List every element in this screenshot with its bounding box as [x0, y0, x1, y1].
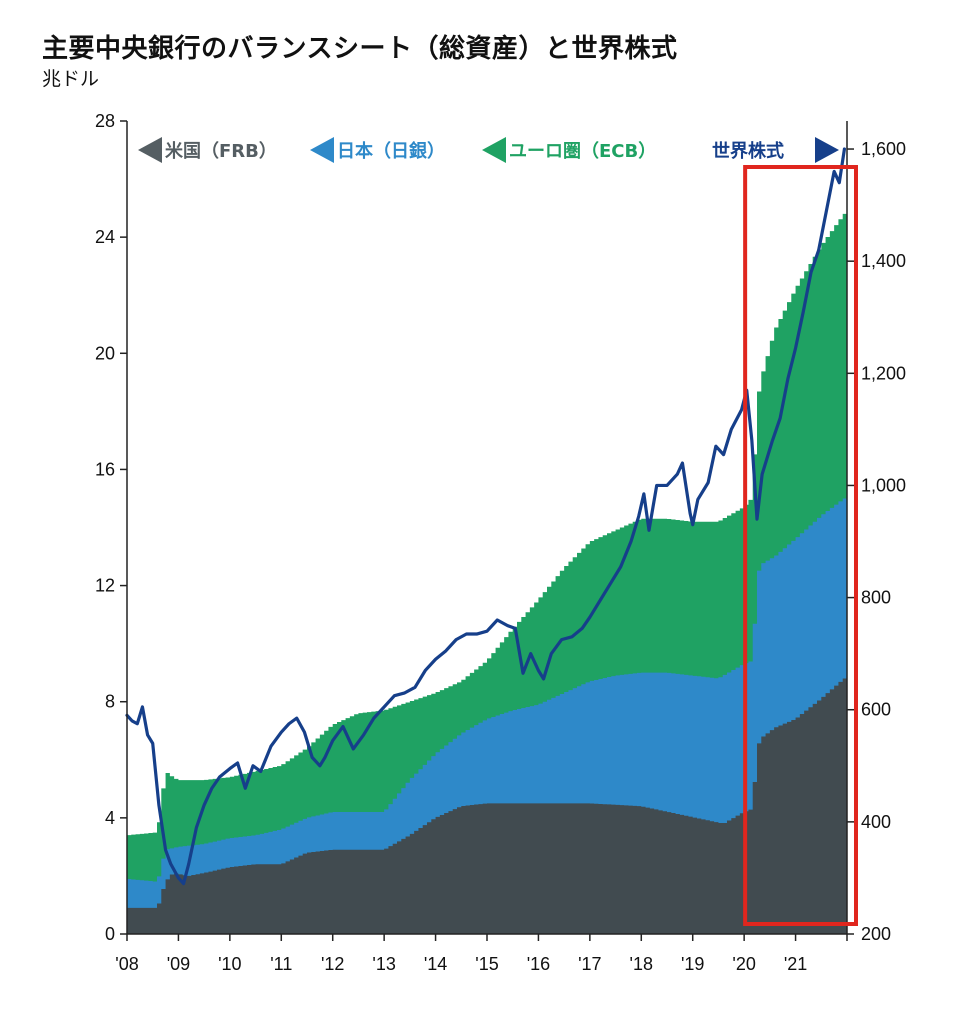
- y-tick-label: 0: [105, 924, 115, 944]
- x-tick-label: '09: [167, 954, 190, 974]
- x-tick-label: '21: [784, 954, 807, 974]
- legend-arrow-1: [138, 137, 162, 163]
- x-tick-label: '08: [115, 954, 138, 974]
- x-tick-label: '11: [270, 954, 292, 974]
- x-tick-label: '13: [372, 954, 395, 974]
- legend-arrow-4: [815, 137, 839, 163]
- y2-tick-label: 1,400: [861, 251, 906, 271]
- y2-tick-label: 1,600: [861, 139, 906, 159]
- y2-tick-label: 1,200: [861, 363, 906, 383]
- unit-label: 兆ドル: [42, 68, 100, 90]
- x-tick-label: '15: [475, 954, 498, 974]
- x-tick-label: '10: [218, 954, 241, 974]
- y-tick-label: 12: [95, 576, 115, 596]
- highlight-box: [743, 165, 859, 926]
- chart-title: 主要中央銀行のバランスシート（総資産）と世界株式: [42, 34, 678, 64]
- highlight-layer: [743, 165, 859, 926]
- legend: 米国（FRB） 日本（日銀） ユーロ圏（ECB） 世界株式: [138, 137, 839, 163]
- x-tick-label: '19: [681, 954, 704, 974]
- area-frb: [127, 678, 847, 934]
- legend-arrow-3: [482, 137, 506, 163]
- area-layer: [127, 213, 847, 934]
- y-tick-label: 4: [105, 808, 115, 828]
- equity-line: [125, 147, 847, 886]
- line-layer: [125, 147, 847, 886]
- x-tick-label: '14: [424, 954, 447, 974]
- legend-label-1: 米国（FRB）: [165, 140, 277, 162]
- x-tick-label: '18: [630, 954, 653, 974]
- legend-label-2: 日本（日銀）: [337, 140, 445, 162]
- y2-tick-label: 600: [861, 700, 891, 720]
- legend-label-4: 世界株式: [712, 140, 784, 162]
- y-tick-label: 8: [105, 692, 115, 712]
- y-tick-label: 16: [95, 459, 115, 479]
- y2-tick-label: 800: [861, 588, 891, 608]
- y2-tick-label: 1,000: [861, 475, 906, 495]
- x-tick-label: '16: [527, 954, 550, 974]
- y-tick-label: 28: [95, 111, 115, 131]
- y-tick-label: 20: [95, 343, 115, 363]
- axes-layer: 0 4 8 12 16 20 24 28 200 400 600 800 1,000 1,200 1,400…: [95, 111, 906, 974]
- legend-arrow-2: [310, 137, 334, 163]
- legend-label-3: ユーロ圏（ECB）: [509, 141, 656, 162]
- y2-tick-label: 200: [861, 924, 891, 944]
- y-tick-label: 24: [95, 227, 115, 247]
- y2-tick-label: 400: [861, 812, 891, 832]
- x-tick-label: '12: [321, 954, 344, 974]
- x-tick-label: '20: [732, 954, 755, 974]
- x-tick-label: '17: [578, 954, 601, 974]
